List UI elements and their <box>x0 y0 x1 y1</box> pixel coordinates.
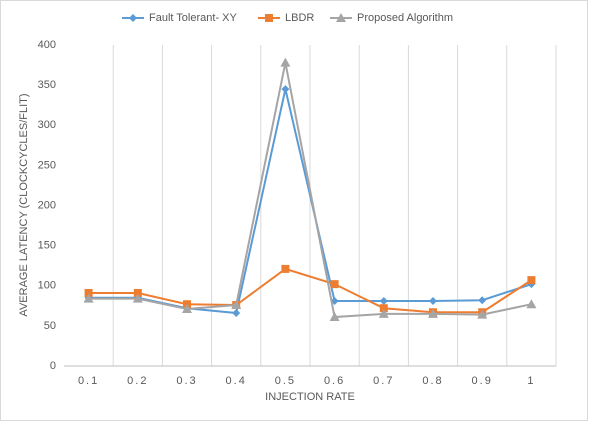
y-axis-label: AVERAGE LATENCY (CLOCKCYCLES/FLIT) <box>18 93 30 316</box>
data-point <box>231 300 242 310</box>
data-point <box>329 312 340 322</box>
data-point <box>83 293 94 303</box>
x-tick-label: 0.4 <box>226 375 247 387</box>
data-point <box>281 85 290 94</box>
y-tick-label: 50 <box>44 320 56 332</box>
y-tick-label: 250 <box>38 159 56 171</box>
x-tick-label: 1 <box>527 375 535 387</box>
x-tick-label: 0.6 <box>324 375 345 387</box>
y-tick-label: 150 <box>38 240 56 252</box>
x-tick-label: 0.1 <box>78 375 99 387</box>
x-tick-label: 0.8 <box>422 375 443 387</box>
data-point <box>182 304 192 314</box>
legend-marker <box>265 14 273 22</box>
legend-marker <box>336 13 346 22</box>
data-point <box>378 308 389 318</box>
y-tick-label: 100 <box>38 280 56 292</box>
data-point <box>281 264 290 273</box>
legend-label: LBDR <box>285 12 314 24</box>
data-point <box>477 309 488 319</box>
x-tick-label: 0.3 <box>176 375 197 387</box>
x-tick-label: 0.7 <box>373 375 394 387</box>
x-tick-label: 0.2 <box>127 375 148 387</box>
data-point <box>526 299 537 309</box>
data-point <box>527 276 536 285</box>
y-tick-label: 200 <box>38 199 56 211</box>
data-point <box>478 296 487 305</box>
y-tick-label: 400 <box>38 39 56 51</box>
legend-marker <box>129 14 137 22</box>
x-tick-label: 0.9 <box>472 375 493 387</box>
data-point <box>429 296 437 305</box>
y-tick-label: 0 <box>50 360 56 372</box>
data-point <box>428 308 438 318</box>
data-point <box>133 288 142 297</box>
data-point <box>379 304 388 313</box>
x-tick-label: 0.5 <box>275 375 296 387</box>
legend-label: Fault Tolerant- XY <box>149 12 238 24</box>
data-point <box>132 293 143 303</box>
y-tick-label: 350 <box>38 79 56 91</box>
data-point <box>232 309 241 318</box>
data-point <box>280 57 291 67</box>
x-axis-label: INJECTION RATE <box>265 391 355 403</box>
series-line <box>88 267 532 314</box>
data-point <box>379 296 388 305</box>
series-line <box>88 62 532 319</box>
legend-label: Proposed Algorithm <box>357 12 453 24</box>
data-point <box>84 288 93 297</box>
data-point <box>330 280 339 289</box>
y-tick-label: 300 <box>38 119 56 131</box>
